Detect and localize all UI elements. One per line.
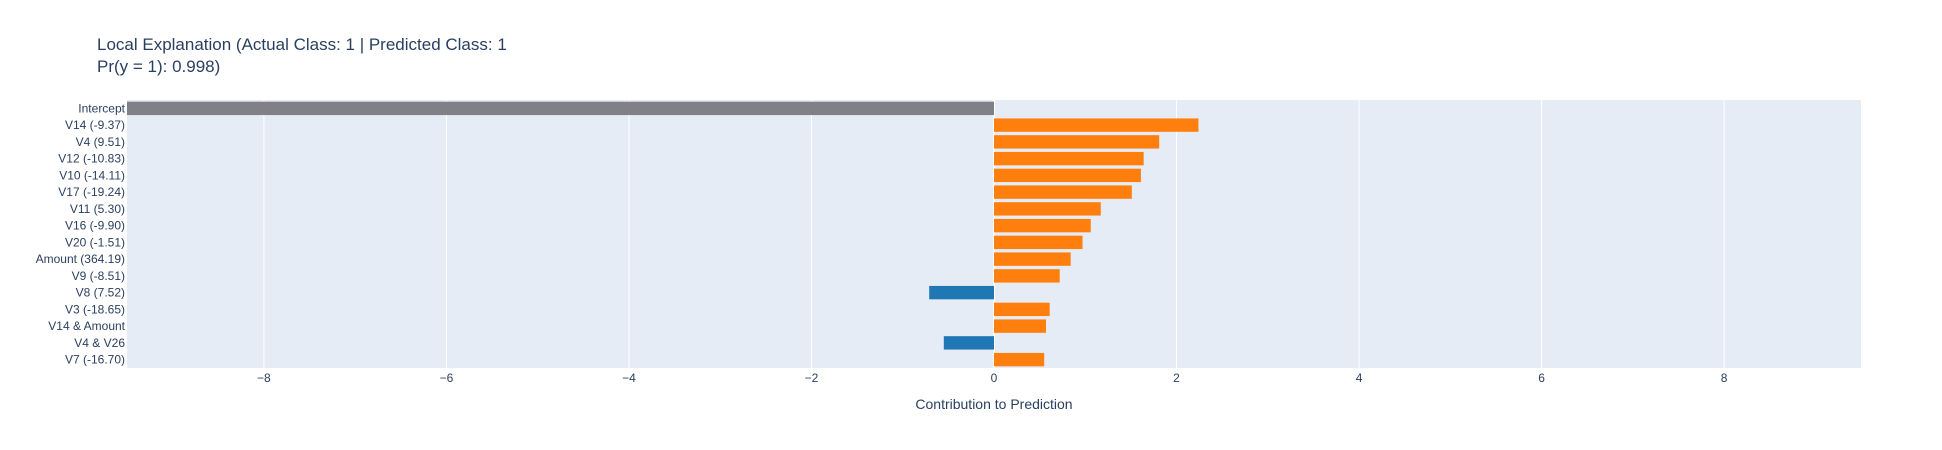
x-tick-label: 4 <box>1356 371 1363 385</box>
bar-9 <box>994 252 1071 266</box>
bar-10 <box>994 269 1060 283</box>
bar-11 <box>929 285 994 300</box>
y-tick-label: V14 & Amount <box>48 319 125 333</box>
y-tick-label: Intercept <box>78 101 125 115</box>
bar-6 <box>994 202 1101 216</box>
x-tick-label: 8 <box>1721 371 1728 385</box>
y-tick-label: Amount (364.19) <box>36 252 125 266</box>
x-tick-labels: −8 −6 −4 −2 0 2 4 6 8 <box>257 371 1728 385</box>
x-axis-title: Contribution to Prediction <box>915 396 1072 412</box>
chart-title-line-1: Local Explanation (Actual Class: 1 | Pre… <box>97 35 507 54</box>
y-tick-label: V11 (5.30) <box>70 202 125 216</box>
bar-8 <box>994 235 1083 250</box>
bar-15 <box>994 352 1045 367</box>
bar-13 <box>994 319 1047 333</box>
bar-12 <box>994 302 1050 317</box>
bar-5 <box>994 185 1132 199</box>
y-tick-label: V10 (-14.11) <box>59 168 125 182</box>
y-tick-label: V3 (-18.65) <box>65 302 125 316</box>
bar-3 <box>994 151 1144 166</box>
bar-7 <box>994 218 1091 233</box>
y-tick-label: V9 (-8.51) <box>72 269 125 283</box>
bar-0 <box>127 101 994 116</box>
x-tick-label: 2 <box>1173 371 1180 385</box>
y-tick-labels: Intercept V14 (-9.37) V4 (9.51) V12 (-10.83… <box>36 101 126 366</box>
bar-4 <box>994 168 1141 183</box>
bars <box>127 101 1199 367</box>
x-tick-label: −8 <box>257 371 271 385</box>
y-tick-label: V4 & V26 <box>74 336 125 350</box>
x-tick-label: −4 <box>622 371 636 385</box>
x-tick-label: −6 <box>440 371 454 385</box>
y-tick-label: V17 (-19.24) <box>58 185 125 199</box>
bar-2 <box>994 135 1160 149</box>
grid-lines <box>263 100 1725 368</box>
x-tick-label: 0 <box>991 371 998 385</box>
x-tick-label: 6 <box>1538 371 1545 385</box>
y-tick-label: V7 (-16.70) <box>65 353 125 367</box>
bar-14 <box>943 336 994 350</box>
chart-title-line-2: Pr(y = 1): 0.998) <box>97 57 220 76</box>
x-tick-label: −2 <box>805 371 819 385</box>
y-tick-label: V14 (-9.37) <box>65 118 125 132</box>
y-tick-label: V4 (9.51) <box>76 135 125 149</box>
y-tick-label: V12 (-10.83) <box>58 152 125 166</box>
bar-1 <box>994 118 1199 132</box>
y-tick-label: V8 (7.52) <box>76 286 125 300</box>
y-tick-label: V16 (-9.90) <box>65 219 125 233</box>
y-tick-label: V20 (-1.51) <box>65 235 125 249</box>
